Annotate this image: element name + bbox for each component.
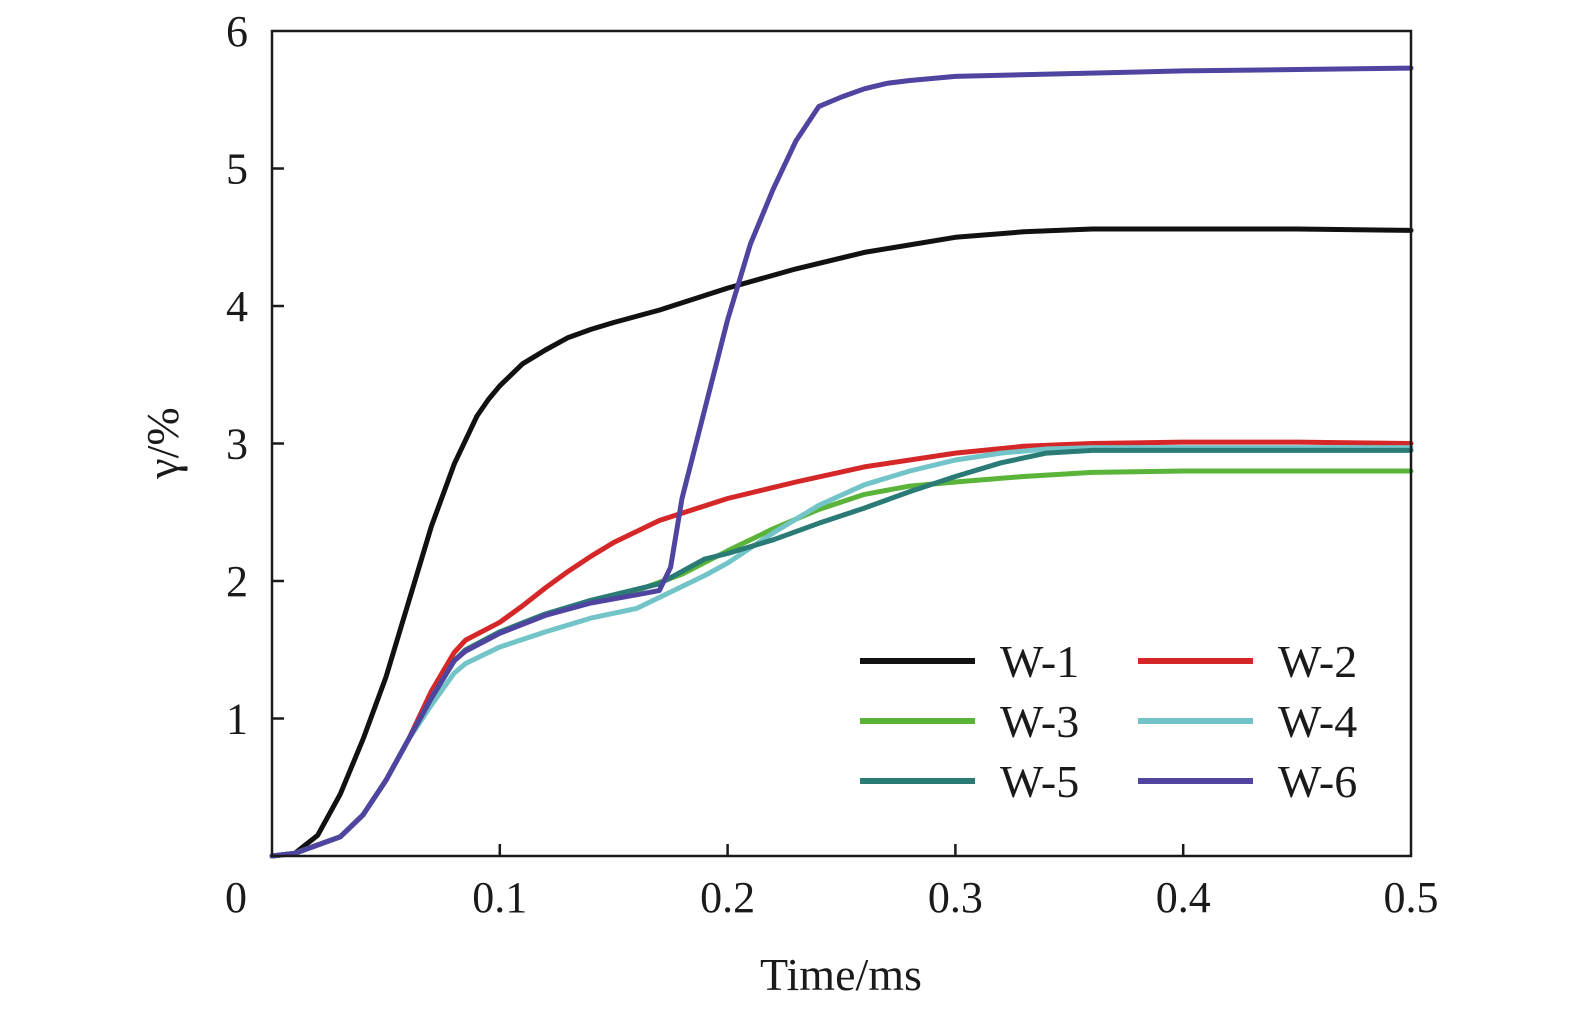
- y-tick-label: 5: [226, 145, 248, 194]
- legend-entry-w-5: W-5: [860, 756, 1079, 807]
- series-layer: [269, 65, 1414, 859]
- legend-label: W-5: [1000, 756, 1079, 807]
- legend-label: W-2: [1278, 636, 1357, 687]
- x-tick-label: 0.5: [1384, 873, 1439, 922]
- legend-label: W-1: [1000, 636, 1079, 687]
- tick-labels-layer: 0 0.1 0.2 0.3 0.4 0.5 1 2 3 4 5 6: [225, 7, 1439, 922]
- x-tick-label: 0: [225, 873, 247, 922]
- series-line-w-5: [269, 447, 1414, 859]
- legend: W-1 W-2 W-3 W-4 W-5 W-6: [860, 636, 1357, 807]
- series-line-w-4: [269, 445, 1414, 859]
- legend-label: W-3: [1000, 696, 1079, 747]
- legend-entry-w-3: W-3: [860, 696, 1079, 747]
- y-tick-label: 1: [226, 695, 248, 744]
- y-tick-label: 3: [226, 420, 248, 469]
- x-axis-title: Time/ms: [760, 949, 922, 1000]
- series-line-w-1: [269, 226, 1414, 859]
- legend-entry-w-6: W-6: [1138, 756, 1357, 807]
- x-tick-label: 0.4: [1156, 873, 1211, 922]
- x-tick-label: 0.1: [472, 873, 527, 922]
- y-tick-label: 6: [226, 7, 248, 56]
- ticks-layer: [272, 167, 1185, 856]
- legend-entry-w-2: W-2: [1138, 636, 1357, 687]
- legend-label: W-4: [1278, 696, 1357, 747]
- x-tick-label: 0.3: [928, 873, 983, 922]
- legend-label: W-6: [1278, 756, 1357, 807]
- series-line-w-6: [269, 65, 1414, 859]
- legend-entry-w-4: W-4: [1138, 696, 1357, 747]
- y-tick-label: 2: [226, 557, 248, 606]
- y-axis-title: γ/%: [137, 407, 188, 479]
- legend-entry-w-1: W-1: [860, 636, 1079, 687]
- y-tick-label: 4: [226, 282, 248, 331]
- x-tick-label: 0.2: [700, 873, 755, 922]
